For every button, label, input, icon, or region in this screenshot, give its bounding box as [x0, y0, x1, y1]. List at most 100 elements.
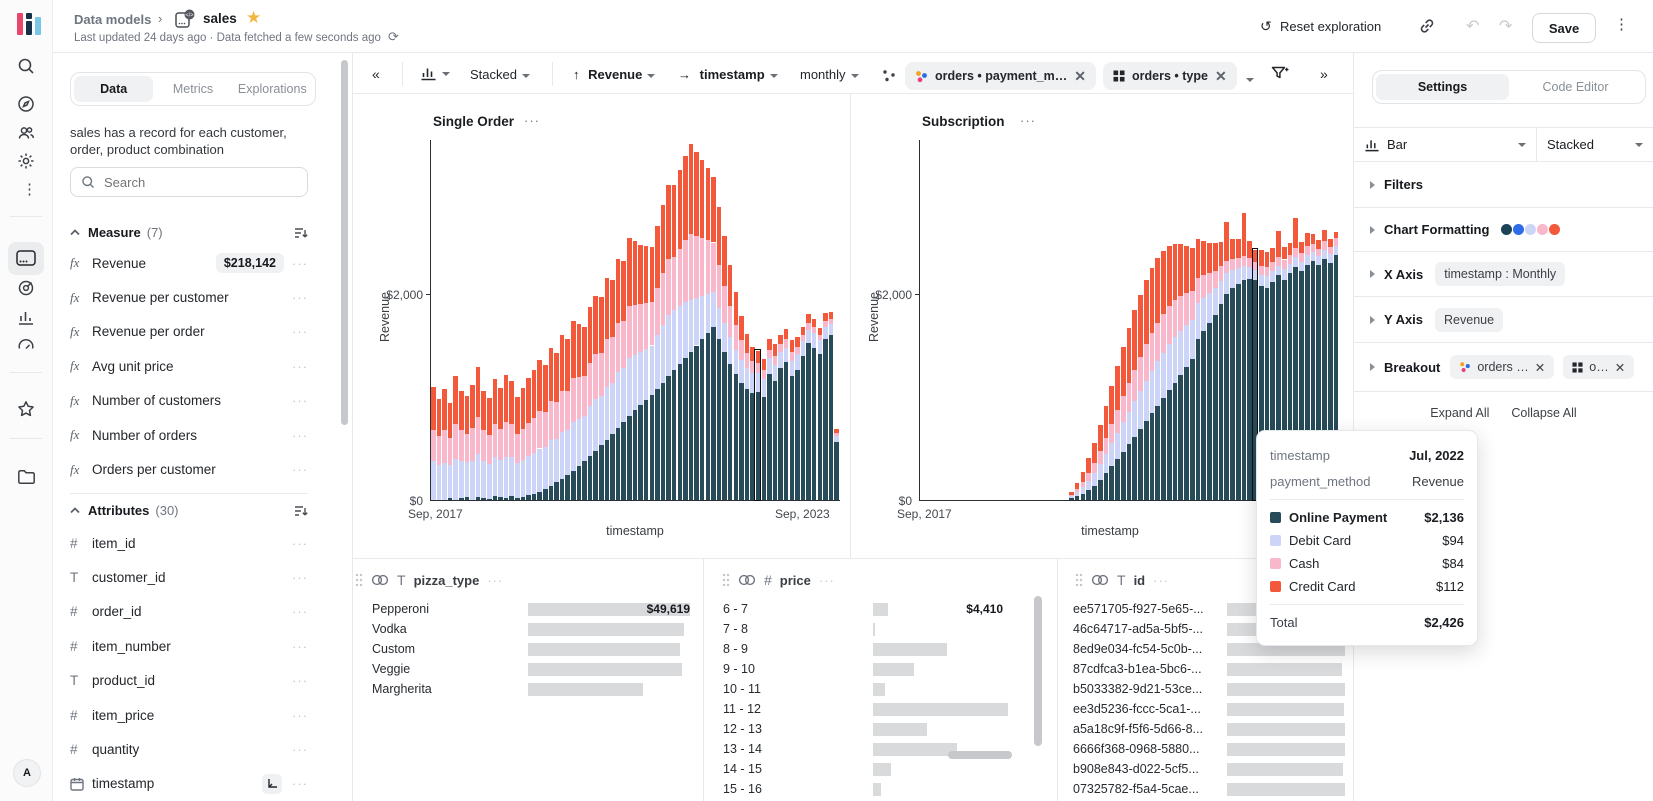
- bar-segment[interactable]: [1201, 240, 1207, 276]
- bar-segment[interactable]: [705, 333, 711, 500]
- bar-segment[interactable]: [1304, 245, 1310, 255]
- refresh-icon[interactable]: ⟳: [388, 29, 399, 44]
- bar-segment[interactable]: [727, 364, 733, 500]
- bar-segment[interactable]: [1097, 479, 1103, 500]
- bar-segment[interactable]: [1310, 243, 1316, 252]
- bar-segment[interactable]: [498, 429, 503, 461]
- bar-segment[interactable]: [520, 428, 526, 460]
- bar-segment[interactable]: [1293, 217, 1299, 248]
- bar-segment[interactable]: [1189, 320, 1195, 360]
- bar-segment[interactable]: [806, 322, 811, 331]
- bar-segment[interactable]: [543, 412, 548, 448]
- bar-segment[interactable]: [739, 340, 744, 360]
- bar-segment[interactable]: [1316, 265, 1322, 500]
- bar-segment[interactable]: [1080, 493, 1086, 500]
- data-model-icon[interactable]: [8, 242, 44, 275]
- table-row-label[interactable]: 6666f368-0968-5880...: [1073, 742, 1200, 756]
- bar-segment[interactable]: [543, 488, 548, 500]
- bar-segment[interactable]: [1201, 331, 1207, 500]
- table-row-label[interactable]: Pepperoni: [372, 602, 429, 616]
- tab-metrics[interactable]: Metrics: [172, 82, 214, 96]
- bar-segment[interactable]: [447, 438, 453, 465]
- table-row-label[interactable]: 46c64717-ad5a-5bf5-...: [1073, 622, 1203, 636]
- bar-segment[interactable]: [492, 378, 498, 425]
- filter-icon[interactable]: [1270, 64, 1290, 84]
- bar-segment[interactable]: [795, 370, 800, 500]
- close-icon[interactable]: ✕: [1214, 67, 1227, 84]
- bar-segment[interactable]: [1276, 275, 1281, 500]
- bar-segment[interactable]: [610, 337, 615, 383]
- bar-segment[interactable]: [649, 394, 654, 500]
- bar-segment[interactable]: [1218, 280, 1224, 305]
- bar-segment[interactable]: [1218, 265, 1224, 281]
- distribution-bar[interactable]: [873, 722, 927, 736]
- bar-segment[interactable]: [789, 340, 795, 352]
- bar-segment[interactable]: [1178, 244, 1184, 297]
- distribution-bar[interactable]: [1227, 742, 1345, 756]
- bar-segment[interactable]: [1247, 257, 1253, 267]
- bar-segment[interactable]: [811, 318, 817, 327]
- bar-segment[interactable]: [1333, 231, 1339, 238]
- bar-segment[interactable]: [1322, 249, 1327, 259]
- row-menu-icon[interactable]: ···: [292, 535, 308, 551]
- users-icon[interactable]: [17, 124, 35, 142]
- bar-segment[interactable]: [1155, 361, 1161, 406]
- bar-segment[interactable]: [627, 357, 632, 416]
- bar-segment[interactable]: [688, 234, 694, 301]
- bar-segment[interactable]: [582, 460, 587, 500]
- bar-segment[interactable]: [582, 376, 587, 416]
- row-menu-icon[interactable]: ···: [292, 638, 308, 654]
- bar-segment[interactable]: [1241, 279, 1247, 500]
- bar-segment[interactable]: [1149, 267, 1155, 334]
- bar-segment[interactable]: [615, 427, 621, 500]
- bar-segment[interactable]: [543, 365, 548, 413]
- bar-segment[interactable]: [778, 344, 783, 352]
- bar-segment[interactable]: [1097, 425, 1103, 452]
- bar-segment[interactable]: [1161, 398, 1166, 500]
- bar-segment[interactable]: [459, 461, 464, 499]
- bar-segment[interactable]: [1138, 390, 1143, 429]
- bar-segment[interactable]: [1161, 352, 1166, 399]
- bar-segment[interactable]: [823, 312, 828, 321]
- bar-segment[interactable]: [1080, 481, 1086, 488]
- bar-segment[interactable]: [1247, 240, 1253, 258]
- distribution-bar[interactable]: [873, 602, 888, 616]
- table-row-label[interactable]: 13 - 14: [723, 742, 762, 756]
- row-menu-icon[interactable]: ···: [292, 462, 308, 478]
- header-more-icon[interactable]: ⋮: [1614, 16, 1629, 33]
- bar-segment[interactable]: [1281, 259, 1287, 269]
- bar-segment[interactable]: [722, 236, 727, 286]
- bar-segment[interactable]: [1189, 291, 1195, 321]
- bar-segment[interactable]: [615, 372, 621, 428]
- bar-segment[interactable]: [1126, 411, 1132, 445]
- bar-segment[interactable]: [487, 463, 492, 499]
- bar-segment[interactable]: [727, 306, 733, 338]
- column-name[interactable]: price: [779, 572, 811, 588]
- distribution-bar[interactable]: [528, 622, 684, 636]
- bar-segment[interactable]: [643, 348, 649, 401]
- tab-data[interactable]: Data: [74, 76, 154, 102]
- bar-segment[interactable]: [632, 305, 638, 355]
- table-row-label[interactable]: a5a18c9f-f5f6-5d66-8...: [1073, 722, 1203, 736]
- bar-segment[interactable]: [655, 287, 660, 336]
- list-item-attribute[interactable]: timestamp ···: [70, 767, 308, 801]
- bar-segment[interactable]: [1310, 233, 1316, 244]
- list-item-attribute[interactable]: # item_price ···: [70, 698, 308, 732]
- distribution-bar[interactable]: [1227, 762, 1343, 776]
- bar-segment[interactable]: [459, 391, 464, 431]
- bar-segment[interactable]: [1235, 239, 1241, 258]
- bar-segment[interactable]: [1270, 271, 1276, 282]
- distribution-bar[interactable]: [873, 782, 882, 796]
- bar-segment[interactable]: [610, 434, 615, 500]
- bar-segment[interactable]: [744, 352, 750, 369]
- bar-segment[interactable]: [800, 326, 806, 336]
- column-menu-icon[interactable]: ···: [1153, 572, 1170, 588]
- bar-segment[interactable]: [627, 238, 632, 307]
- bar-segment[interactable]: [1166, 344, 1172, 391]
- bar-segment[interactable]: [1080, 487, 1086, 494]
- bar-segment[interactable]: [649, 345, 654, 395]
- bar-segment[interactable]: [1235, 257, 1241, 268]
- bar-segment[interactable]: [1086, 473, 1091, 481]
- bar-segment[interactable]: [727, 337, 733, 365]
- list-item-attribute[interactable]: # quantity ···: [70, 732, 308, 766]
